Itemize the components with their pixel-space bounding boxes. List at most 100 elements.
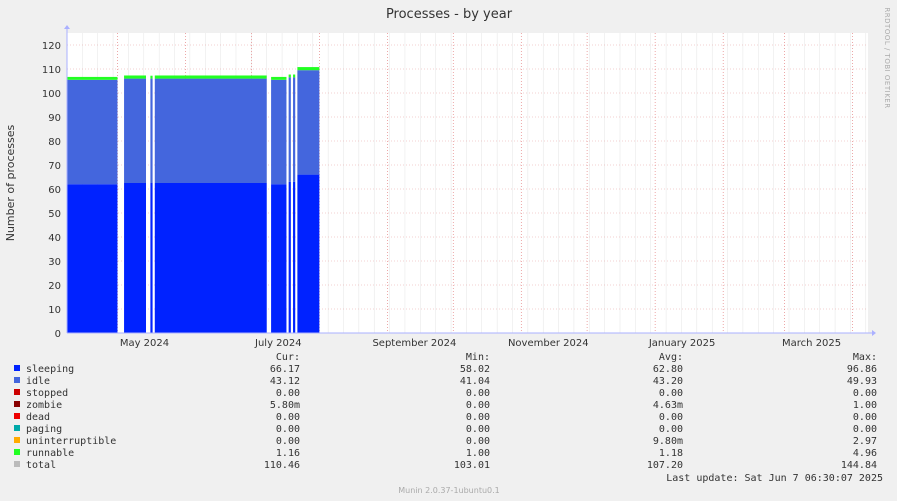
y-tick-label: 80 <box>48 137 61 148</box>
legend-swatch-idle <box>14 377 20 383</box>
legend-min-dead: 0.00 <box>466 412 490 423</box>
legend-avg-total: 107.20 <box>647 460 683 471</box>
area-runnable <box>154 75 267 79</box>
area-sleeping <box>154 183 267 333</box>
legend-cur-paging: 0.00 <box>276 424 300 435</box>
y-axis-arrow-icon <box>64 25 70 29</box>
legend-header-max: Max: <box>853 352 877 363</box>
area-runnable <box>288 74 291 78</box>
area-sleeping <box>288 181 291 333</box>
legend-swatch-dead <box>14 413 20 419</box>
y-tick-label: 120 <box>42 41 61 52</box>
legend-max-uninterruptible: 2.97 <box>853 436 877 447</box>
legend-cur-idle: 43.12 <box>270 376 300 387</box>
x-tick-label: January 2025 <box>648 338 716 349</box>
y-tick-label: 50 <box>48 209 61 220</box>
area-runnable <box>124 75 147 79</box>
y-tick-label: 110 <box>42 65 61 76</box>
legend-max-runnable: 4.96 <box>853 448 877 459</box>
legend-label-stopped: stopped <box>26 388 68 399</box>
watermark: RRDTOOL / TOBI OETIKER <box>883 7 891 108</box>
legend-header-min: Min: <box>466 352 490 363</box>
y-axis-label: Number of processes <box>4 124 17 241</box>
y-tick-label: 0 <box>55 329 61 340</box>
area-runnable <box>271 76 287 80</box>
y-tick-label: 20 <box>48 281 61 292</box>
legend-label-uninterruptible: uninterruptible <box>26 436 116 447</box>
legend-swatch-runnable <box>14 449 20 455</box>
legend-cur-sleeping: 66.17 <box>270 364 300 375</box>
area-idle <box>154 78 267 183</box>
area-idle <box>297 70 320 175</box>
legend-min-sleeping: 58.02 <box>460 364 490 375</box>
x-tick-label: March 2025 <box>782 338 841 349</box>
legend-label-total: total <box>26 460 56 471</box>
y-tick-label: 10 <box>48 305 61 316</box>
legend-label-paging: paging <box>26 424 62 435</box>
legend-cur-stopped: 0.00 <box>276 388 300 399</box>
legend-cur-dead: 0.00 <box>276 412 300 423</box>
legend-header-cur: Cur: <box>276 352 300 363</box>
area-idle <box>67 79 118 185</box>
y-tick-label: 90 <box>48 113 61 124</box>
area-idle <box>288 77 291 182</box>
legend-max-paging: 0.00 <box>853 424 877 435</box>
legend-avg-uninterruptible: 9.80m <box>653 436 683 447</box>
x-axis-arrow-icon <box>872 330 876 336</box>
y-tick-label: 100 <box>42 89 61 100</box>
legend-min-paging: 0.00 <box>466 424 490 435</box>
legend-avg-runnable: 1.18 <box>659 448 683 459</box>
legend-avg-stopped: 0.00 <box>659 388 683 399</box>
y-tick-label: 70 <box>48 161 61 172</box>
x-tick-label: November 2024 <box>508 338 589 349</box>
legend-min-zombie: 0.00 <box>466 400 490 411</box>
footer: Munin 2.0.37-1ubuntu0.1 <box>398 486 500 495</box>
legend-label-runnable: runnable <box>26 448 74 459</box>
y-tick-label: 30 <box>48 257 61 268</box>
area-runnable <box>67 76 118 80</box>
area-runnable <box>293 74 296 78</box>
area-sleeping <box>297 174 320 333</box>
legend-max-idle: 49.93 <box>847 376 877 387</box>
area-sleeping <box>271 184 287 333</box>
legend-max-sleeping: 96.86 <box>847 364 877 375</box>
legend-swatch-total <box>14 461 20 467</box>
area-sleeping <box>293 181 296 333</box>
legend-avg-idle: 43.20 <box>653 376 683 387</box>
legend-avg-zombie: 4.63m <box>653 400 683 411</box>
last-update: Last update: Sat Jun 7 06:30:07 2025 <box>666 473 883 484</box>
legend-swatch-stopped <box>14 389 20 395</box>
legend-cur-runnable: 1.16 <box>276 448 300 459</box>
area-runnable <box>150 75 153 79</box>
legend-max-zombie: 1.00 <box>853 400 877 411</box>
legend-cur-total: 110.46 <box>264 460 300 471</box>
legend-avg-sleeping: 62.80 <box>653 364 683 375</box>
legend-avg-paging: 0.00 <box>659 424 683 435</box>
legend-cur-uninterruptible: 0.00 <box>276 436 300 447</box>
x-tick-label: May 2024 <box>120 338 169 349</box>
legend-min-uninterruptible: 0.00 <box>466 436 490 447</box>
area-idle <box>150 78 153 183</box>
area-idle <box>293 77 296 182</box>
legend-swatch-zombie <box>14 401 20 407</box>
area-sleeping <box>67 184 118 333</box>
legend-cur-zombie: 5.80m <box>270 400 300 411</box>
legend-max-stopped: 0.00 <box>853 388 877 399</box>
x-tick-label: July 2024 <box>254 338 302 349</box>
x-tick-label: September 2024 <box>372 338 456 349</box>
area-sleeping <box>124 183 147 333</box>
legend-min-idle: 41.04 <box>460 376 490 387</box>
legend-swatch-sleeping <box>14 365 20 371</box>
legend-swatch-uninterruptible <box>14 437 20 443</box>
legend-max-dead: 0.00 <box>853 412 877 423</box>
area-idle <box>271 79 287 185</box>
legend-min-stopped: 0.00 <box>466 388 490 399</box>
legend-label-zombie: zombie <box>26 400 62 411</box>
legend-max-total: 144.84 <box>841 460 877 471</box>
y-tick-label: 40 <box>48 233 61 244</box>
legend-avg-dead: 0.00 <box>659 412 683 423</box>
area-runnable <box>297 67 320 71</box>
legend-min-runnable: 1.00 <box>466 448 490 459</box>
y-tick-label: 60 <box>48 185 61 196</box>
